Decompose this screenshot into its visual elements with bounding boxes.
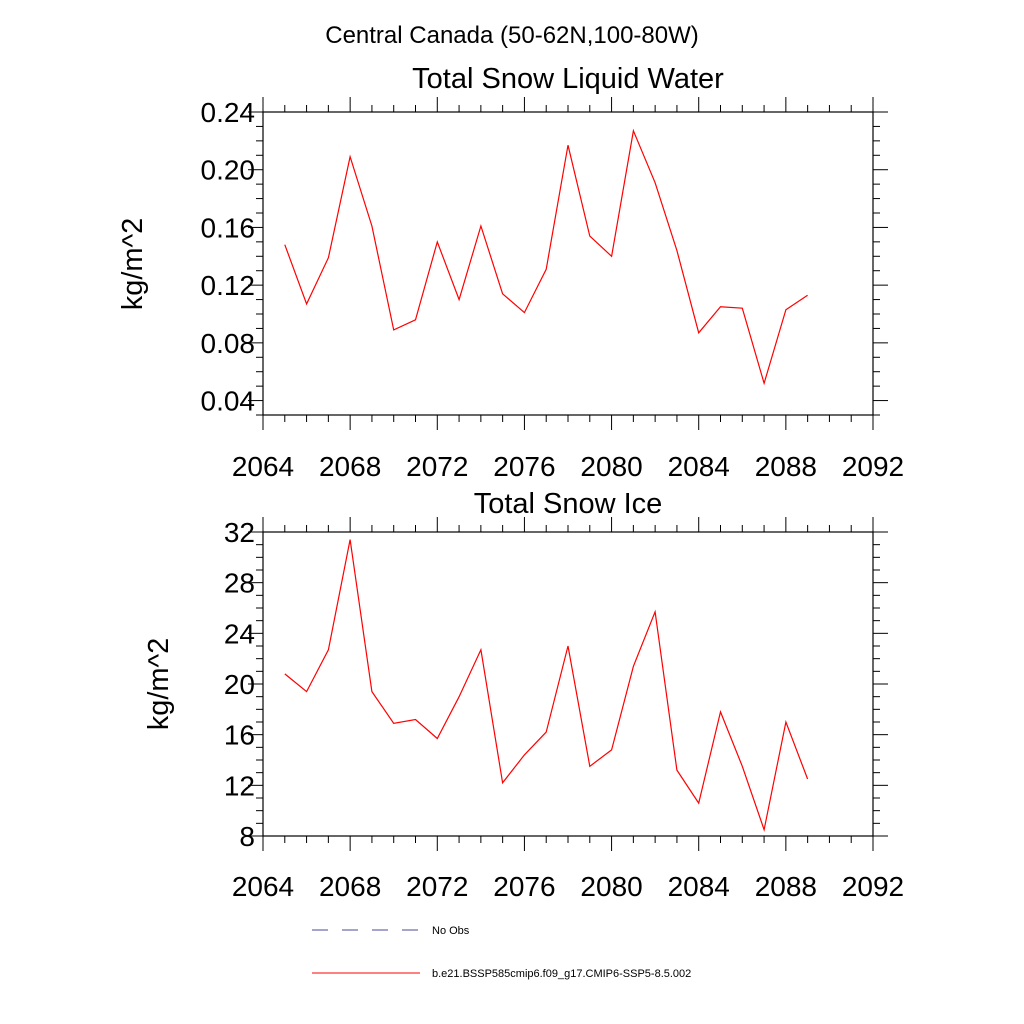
series-line-model [284, 539, 809, 832]
y-axis-label: kg/m^2 [143, 638, 175, 731]
plot-frame [262, 111, 874, 416]
panel-title: Total Snow Liquid Water [412, 63, 724, 95]
panel-snow-liquid-water: Total Snow Liquid Water kg/m^2 2064 2068 2… [117, 63, 904, 482]
x-tick-label: 2088 [755, 451, 817, 482]
y-tick-label: 0.12 [201, 270, 256, 301]
legend: No Obs b.e21.BSSP585cmip6.f09_g17.CMIP6-… [312, 925, 691, 980]
y-tick-label: 0.04 [201, 386, 256, 417]
x-tick-label: 2072 [406, 871, 468, 902]
page-title: Central Canada (50-62N,100-80W) [325, 22, 699, 49]
x-tick-label: 2076 [493, 871, 555, 902]
x-tick-label: 2084 [668, 871, 730, 902]
x-tick-label: 2068 [319, 451, 381, 482]
x-tick-label: 2068 [319, 871, 381, 902]
x-tick-label: 2084 [668, 451, 730, 482]
x-tick-label: 2076 [493, 451, 555, 482]
y-tick-label: 0.24 [201, 97, 256, 128]
y-tick-label: 0.20 [201, 155, 256, 186]
x-tick-label: 2072 [406, 451, 468, 482]
y-axis-label: kg/m^2 [117, 218, 149, 311]
series-line-model [284, 128, 808, 386]
x-tick-label: 2092 [842, 451, 904, 482]
x-tick-label: 2088 [755, 871, 817, 902]
y-tick-label: 24 [224, 618, 255, 649]
legend-label-no-obs: No Obs [432, 925, 470, 937]
x-tick-label: 2092 [842, 871, 904, 902]
panel-snow-ice: Total Snow Ice kg/m^2 2064 2068 2072 2076 20… [143, 488, 904, 902]
y-tick-label: 16 [224, 720, 255, 751]
x-tick-label: 2064 [232, 451, 294, 482]
legend-label-model: b.e21.BSSP585cmip6.f09_g17.CMIP6-SSP5-8.… [432, 968, 691, 980]
x-tick-label: 2080 [580, 871, 642, 902]
x-tick-label: 2080 [580, 451, 642, 482]
y-tick-label: 0.08 [201, 328, 256, 359]
y-tick-label: 0.16 [201, 212, 256, 243]
plot-frame [262, 531, 874, 837]
panel-title: Total Snow Ice [474, 488, 663, 520]
y-tick-label: 28 [224, 568, 255, 599]
y-tick-label: 8 [239, 821, 255, 852]
y-tick-label: 12 [224, 770, 255, 801]
y-tick-label: 20 [224, 669, 255, 700]
x-tick-label: 2064 [232, 871, 294, 902]
y-tick-label: 32 [224, 517, 255, 548]
